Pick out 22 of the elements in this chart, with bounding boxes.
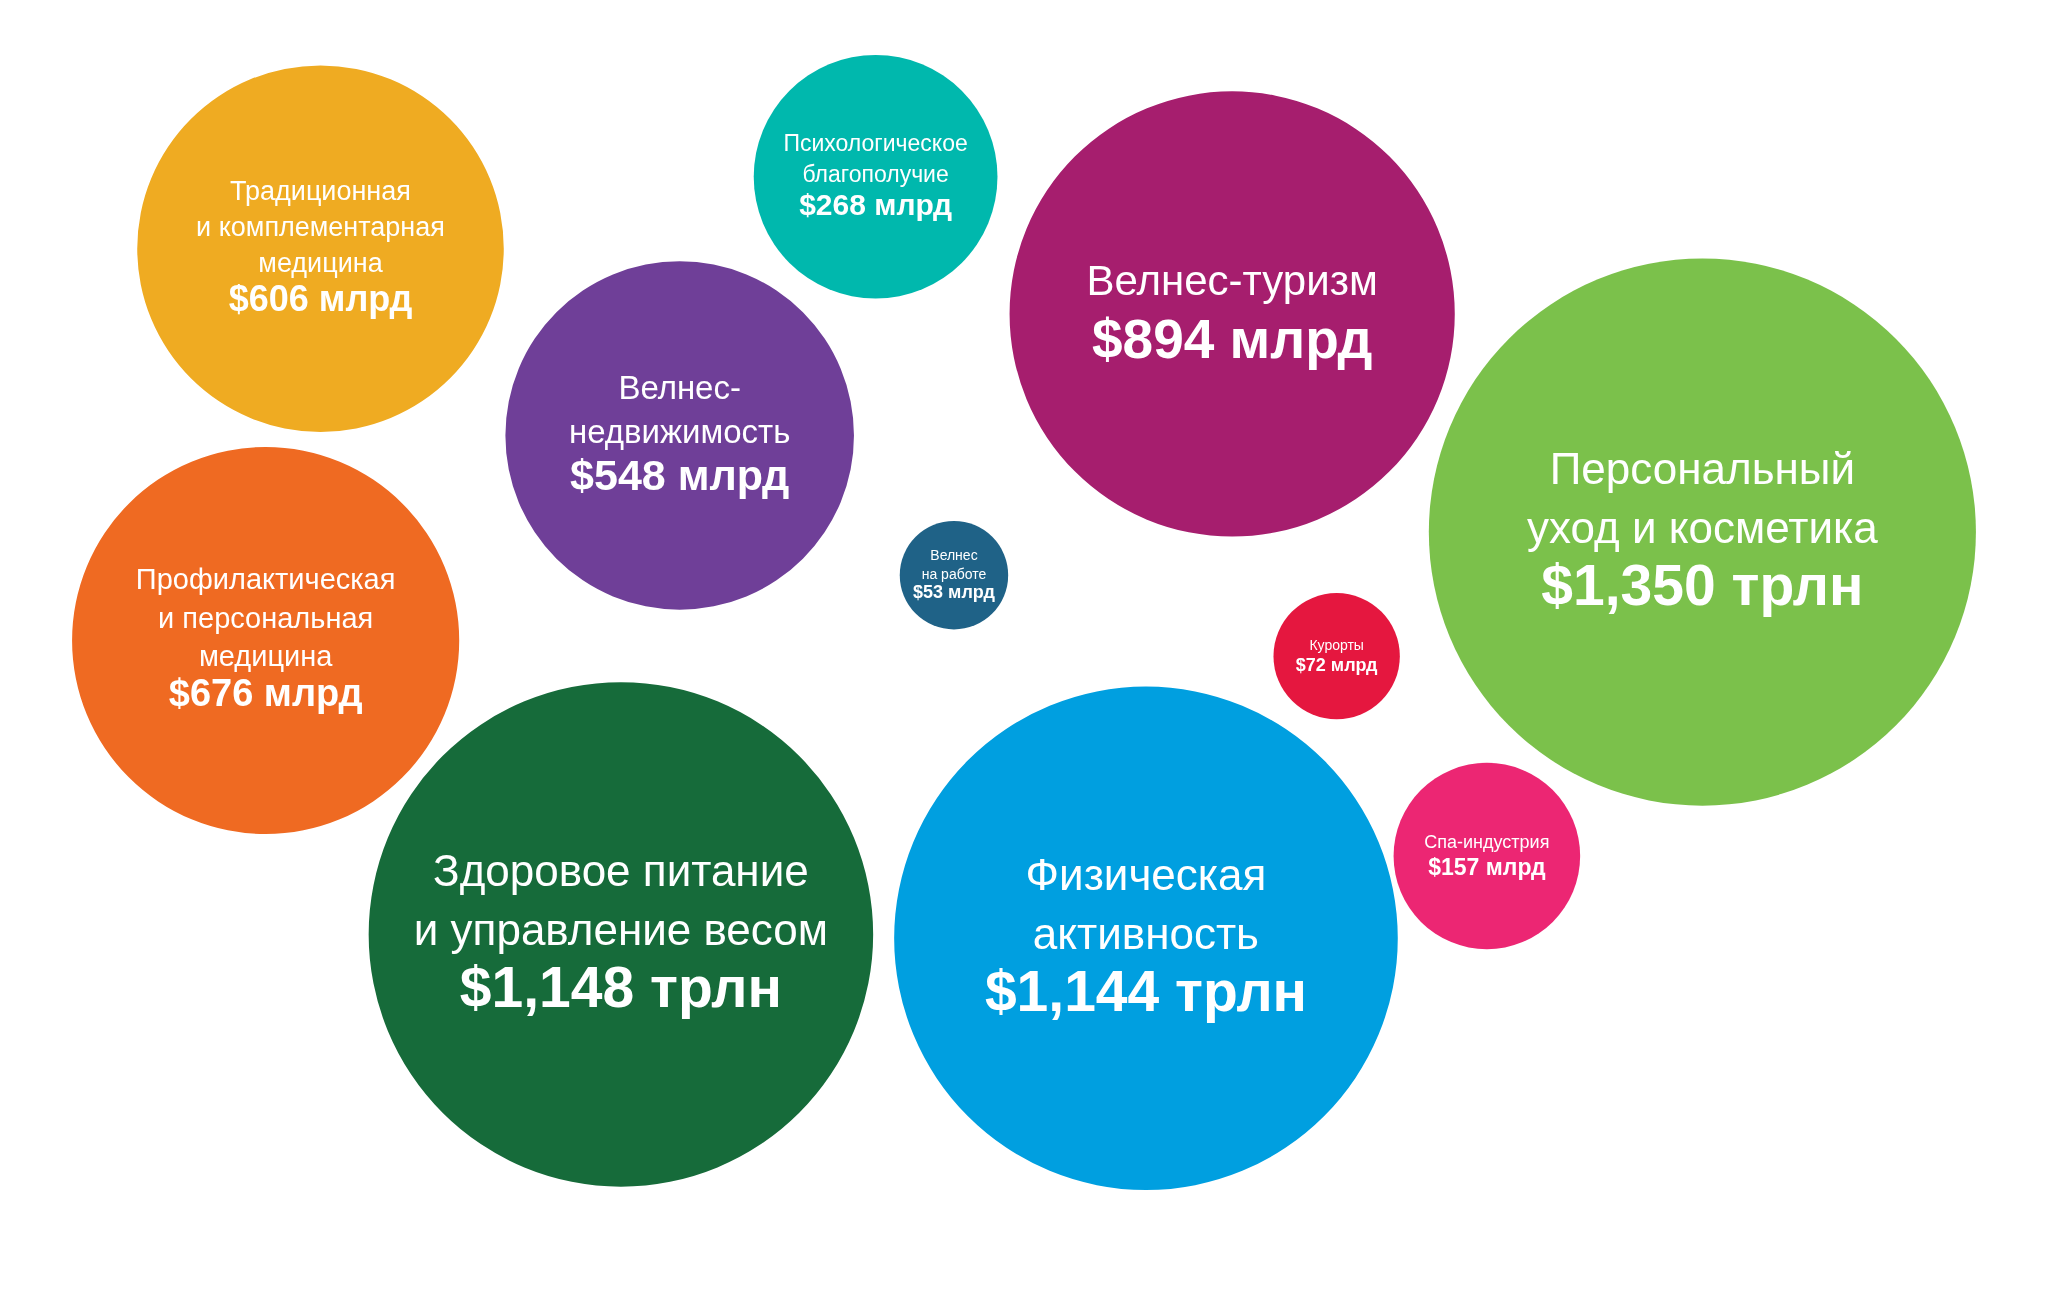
data-label: $894 млрд <box>1091 308 1373 371</box>
category-label: Спа-индустрия <box>1424 832 1550 853</box>
category-label: Велнес- недвижимость <box>568 368 791 451</box>
data-label: $1,350 трлн <box>1541 552 1864 617</box>
category-label: Курорты <box>1309 637 1364 654</box>
category-label: Велнес-туризм <box>1086 257 1378 305</box>
category-label: Велнес на работе <box>921 546 987 582</box>
category-label: Традиционная и комплементарная медицина <box>196 176 445 279</box>
data-label: $72 млрд <box>1295 654 1379 675</box>
data-label: $548 млрд <box>570 451 790 500</box>
category-label: Здоровое питание и управление весом <box>413 846 829 954</box>
data-label: $157 млрд <box>1428 853 1546 880</box>
data-label: $676 млрд <box>168 671 363 714</box>
category-label: Физическая активность <box>1025 850 1267 958</box>
category-label: Психологическое благополучие <box>783 130 968 188</box>
category-label: Профилактическая и персональная медицина <box>135 563 396 673</box>
data-label: $268 млрд <box>799 188 953 222</box>
data-label: $1,144 трлн <box>984 959 1308 1024</box>
data-label: $1,148 трлн <box>459 955 782 1020</box>
data-label: $606 млрд <box>228 277 413 319</box>
category-label: Персональный уход и косметика <box>1527 443 1879 552</box>
data-label: $53 млрд <box>913 581 996 602</box>
